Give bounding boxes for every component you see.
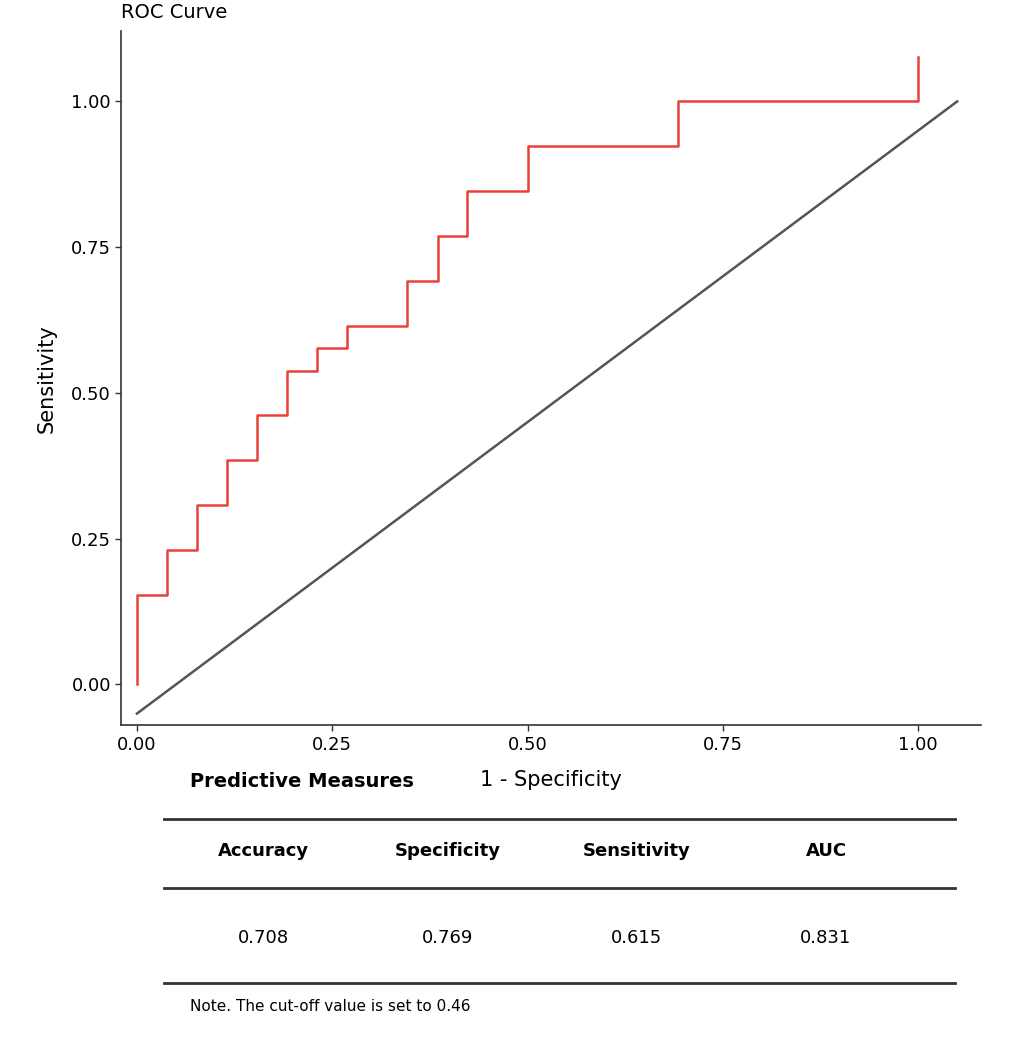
X-axis label: 1 - Specificity: 1 - Specificity: [480, 770, 622, 790]
Y-axis label: Sensitivity: Sensitivity: [37, 324, 57, 433]
Text: 0.831: 0.831: [801, 930, 851, 947]
Text: ROC Curve: ROC Curve: [121, 2, 227, 22]
Text: Accuracy: Accuracy: [217, 842, 308, 859]
Text: AUC: AUC: [806, 842, 846, 859]
Text: Specificity: Specificity: [395, 842, 500, 859]
Text: 0.615: 0.615: [612, 930, 662, 947]
Text: Note. The cut-off value is set to 0.46: Note. The cut-off value is set to 0.46: [190, 1000, 470, 1014]
Text: 0.708: 0.708: [238, 930, 289, 947]
Text: 0.769: 0.769: [423, 930, 473, 947]
Text: Predictive Measures: Predictive Measures: [190, 771, 413, 791]
Text: Sensitivity: Sensitivity: [583, 842, 691, 859]
